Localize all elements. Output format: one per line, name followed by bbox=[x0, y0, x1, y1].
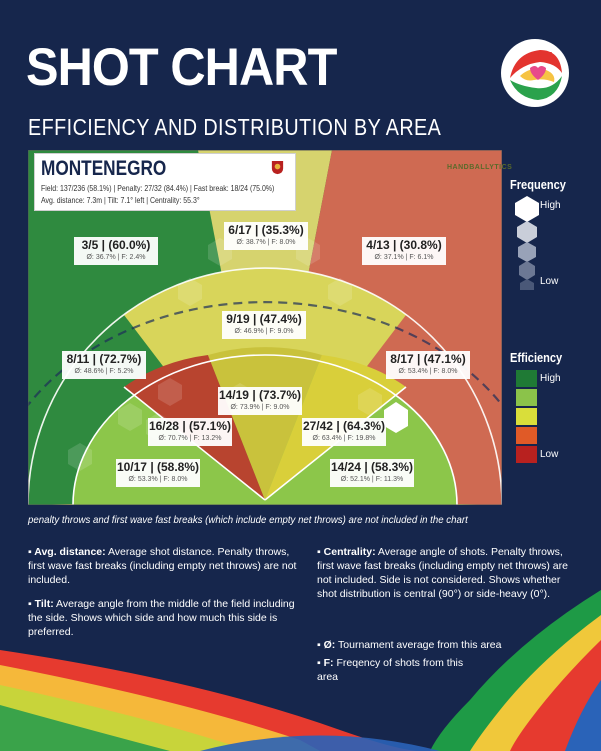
definition-text: Average angle of shots. Penalty throws, … bbox=[317, 546, 568, 600]
zone-label-main: 8/11 | (72.7%) bbox=[66, 352, 142, 366]
team-info-card: MONTENEGRO Field: 137/236 (58.1%) | Pena… bbox=[34, 153, 296, 211]
definition-text: Tournament average from this area bbox=[335, 639, 502, 651]
zone-label: 6/17 | (35.3%) Ø: 38.7% | F: 8.0% bbox=[224, 222, 308, 250]
definition-centrality: ▪ Centrality: Average angle of shots. Pe… bbox=[317, 546, 568, 600]
frequency-hexagon-high bbox=[384, 402, 408, 433]
zone-label-sub: Ø: 48.6% | F: 5.2% bbox=[74, 368, 134, 375]
zone-label-main: 8/17 | (47.1%) bbox=[390, 352, 466, 366]
efficiency-swatch bbox=[516, 427, 537, 444]
page-subtitle: EFFICIENCY AND DISTRIBUTION BY AREA bbox=[28, 114, 442, 140]
frequency-legend-scale bbox=[515, 196, 539, 290]
zone-label: 27/42 | (64.3%) Ø: 63.4% | F: 19.8% bbox=[302, 418, 386, 446]
chart-footnote: penalty throws and first wave fast break… bbox=[28, 514, 468, 526]
zone-label-main: 14/24 | (58.3%) bbox=[330, 460, 414, 474]
efficiency-legend-low: Low bbox=[540, 449, 559, 460]
team-metrics-line: Avg. distance: 7.3m | Tilt: 7.1° left | … bbox=[41, 195, 200, 205]
efficiency-swatch bbox=[516, 389, 537, 406]
definition-avg-distance: ▪ Avg. distance: Average shot distance. … bbox=[28, 546, 297, 586]
definition-avg-symbol: ▪ Ø: Tournament average from this area bbox=[317, 639, 502, 651]
team-stats-line: Field: 137/236 (58.1%) | Penalty: 27/32 … bbox=[41, 183, 275, 193]
definition-text: Average shot distance. Penalty throws, f… bbox=[28, 546, 297, 586]
zone-label-sub: Ø: 36.7% | F: 2.4% bbox=[86, 254, 146, 261]
efficiency-swatch bbox=[516, 370, 537, 387]
definition-term: Ø: bbox=[323, 639, 336, 651]
zone-label-main: 16/28 | (57.1%) bbox=[148, 419, 232, 433]
zone-label-main: 3/5 | (60.0%) bbox=[81, 238, 151, 252]
zone-label-sub: Ø: 52.1% | F: 11.3% bbox=[340, 476, 404, 483]
brand-watermark: HANDBALLYTICS bbox=[447, 164, 513, 171]
efficiency-legend-title: Efficiency bbox=[510, 350, 563, 365]
frequency-legend-high: High bbox=[540, 200, 561, 211]
zone-label: 10/17 | (58.8%) Ø: 53.3% | F: 8.0% bbox=[116, 459, 200, 487]
zone-label-main: 14/19 | (73.7%) bbox=[218, 388, 302, 402]
logo-text: EHF bbox=[538, 52, 553, 59]
definition-tilt: ▪ Tilt: Average angle from the middle of… bbox=[28, 598, 295, 638]
zone-label: 4/13 | (30.8%) Ø: 37.1% | F: 6.1% bbox=[362, 237, 446, 265]
zone-label: 8/17 | (47.1%) Ø: 53.4% | F: 8.0% bbox=[386, 351, 470, 379]
team-crest-icon bbox=[271, 160, 284, 175]
zone-label: 8/11 | (72.7%) Ø: 48.6% | F: 5.2% bbox=[62, 351, 146, 379]
zone-label-sub: Ø: 38.7% | F: 8.0% bbox=[236, 239, 296, 246]
zone-label-sub: Ø: 73.9% | F: 9.0% bbox=[230, 404, 290, 411]
definition-text: Freqency of shots from this area bbox=[317, 657, 464, 683]
frequency-legend-low: Low bbox=[540, 276, 559, 287]
definition-frequency: ▪ F: Freqency of shots from this area bbox=[317, 657, 464, 683]
zone-label-sub: Ø: 37.1% | F: 6.1% bbox=[374, 254, 434, 261]
definition-term: Avg. distance: bbox=[34, 546, 106, 558]
frequency-legend-title: Frequency bbox=[510, 177, 566, 192]
zone-label: 9/19 | (47.4%) Ø: 46.9% | F: 9.0% bbox=[222, 311, 306, 339]
team-name: MONTENEGRO bbox=[41, 157, 167, 180]
definition-term: Centrality: bbox=[323, 546, 376, 558]
zone-label-main: 9/19 | (47.4%) bbox=[226, 312, 302, 326]
zone-label-main: 10/17 | (58.8%) bbox=[116, 460, 200, 474]
zone-label: 14/19 | (73.7%) Ø: 73.9% | F: 9.0% bbox=[218, 387, 302, 415]
ehf-logo: EHF bbox=[501, 39, 569, 107]
zone-label: 16/28 | (57.1%) Ø: 70.7% | F: 13.2% bbox=[148, 418, 232, 446]
zone-label-main: 4/13 | (30.8%) bbox=[366, 238, 442, 252]
zone-label: 3/5 | (60.0%) Ø: 36.7% | F: 2.4% bbox=[74, 237, 158, 265]
definition-term: Tilt: bbox=[34, 598, 54, 610]
efficiency-swatch bbox=[516, 446, 537, 463]
zone-label-main: 27/42 | (64.3%) bbox=[302, 419, 386, 433]
definition-text: Average angle from the middle of the fie… bbox=[28, 598, 295, 638]
zone-label: 14/24 | (58.3%) Ø: 52.1% | F: 11.3% bbox=[330, 459, 414, 487]
zone-label-sub: Ø: 46.9% | F: 9.0% bbox=[234, 328, 294, 335]
zone-label-sub: Ø: 53.3% | F: 8.0% bbox=[128, 476, 188, 483]
efficiency-swatch bbox=[516, 408, 537, 425]
page-title: SHOT CHART bbox=[26, 38, 337, 97]
zone-label-sub: Ø: 53.4% | F: 8.0% bbox=[398, 368, 458, 375]
zone-label-sub: Ø: 63.4% | F: 19.8% bbox=[312, 435, 376, 442]
zone-label-main: 6/17 | (35.3%) bbox=[228, 223, 304, 237]
zone-label-sub: Ø: 70.7% | F: 13.2% bbox=[158, 435, 222, 442]
definition-term: F: bbox=[323, 657, 334, 669]
efficiency-legend-high: High bbox=[540, 373, 561, 384]
decorative-wave bbox=[0, 590, 601, 751]
zone-6m-center bbox=[208, 347, 322, 500]
